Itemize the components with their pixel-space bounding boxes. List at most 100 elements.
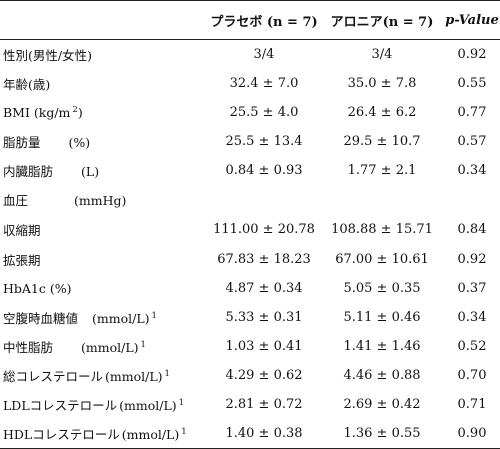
row-label-unit: (mmol/L) xyxy=(105,369,163,384)
row-label: 血圧 (mmHg) xyxy=(0,185,208,214)
row-label: 収縮期 xyxy=(0,214,208,244)
table-row: 空腹時血糖値 (mmol/L) 1 5.33 ± 0.31 5.11 ± 0.46 … xyxy=(0,303,500,332)
aronia-value xyxy=(320,185,444,214)
placebo-value xyxy=(208,185,320,214)
row-label-text: 内臓脂肪 xyxy=(3,164,54,179)
aronia-value: 3/4 xyxy=(371,47,393,62)
p-value: 0.34 xyxy=(457,163,487,178)
aronia-value: 5.11 ± 0.46 xyxy=(343,310,421,325)
row-label-sup: 1 xyxy=(164,369,170,379)
aronia-value: 29.5 ± 10.7 xyxy=(343,134,421,149)
row-label-unit: ) xyxy=(77,105,83,120)
table-row: 脂肪量 (%) 25.5 ± 13.4 29.5 ± 10.7 0.57 xyxy=(0,127,500,156)
table-row: HbA1c (%) 4.87 ± 0.34 5.05 ± 0.35 0.37 xyxy=(0,274,500,303)
row-label-sup: 1 xyxy=(181,427,187,437)
row-label-text: 中性脂肪 xyxy=(3,340,54,355)
p-value: 0.55 xyxy=(457,76,487,91)
placebo-value: 2.81 ± 0.72 xyxy=(225,397,303,412)
placebo-value: 25.5 ± 13.4 xyxy=(225,134,303,149)
row-label-sup: 2 xyxy=(72,105,78,115)
placebo-value: 5.33 ± 0.31 xyxy=(225,310,303,325)
row-label: 中性脂肪 (mmol/L) 1 xyxy=(0,332,208,361)
p-value: 0.77 xyxy=(457,105,487,120)
row-label-sup: 1 xyxy=(178,398,185,408)
table-row: 収縮期 111.00 ± 20.78 108.88 ± 15.71 0.84 xyxy=(0,214,500,244)
aronia-value: 35.0 ± 7.8 xyxy=(347,76,417,91)
header-row: プラセボ (n = 7) アロニア (n = 7) p-Value xyxy=(0,0,500,40)
header-pvalue: p-Value xyxy=(444,0,500,40)
row-label: 性別(男性/女性) xyxy=(0,40,208,70)
row-label-text: HbA1c (%) xyxy=(3,281,72,296)
row-label: HDLコレステロール (mmol/L) 1 xyxy=(0,419,208,449)
row-label-sup: 1 xyxy=(151,311,157,321)
row-label-text: 年齢(歳) xyxy=(3,77,51,92)
table-row: 血圧 (mmHg) xyxy=(0,185,500,214)
row-label-unit: (mmol/L) xyxy=(119,398,177,413)
placebo-value: 0.84 ± 0.93 xyxy=(225,163,303,178)
p-value: 0.90 xyxy=(444,419,500,449)
p-value: 0.70 xyxy=(457,368,487,383)
row-label: HbA1c (%) xyxy=(0,274,208,303)
row-label: BMI (kg/m 2) xyxy=(0,98,208,127)
table-row: 年齢(歳) 32.4 ± 7.0 35.0 ± 7.8 0.55 xyxy=(0,69,500,98)
placebo-value: 67.83 ± 18.23 xyxy=(217,251,311,267)
placebo-value: 25.5 ± 4.0 xyxy=(229,105,299,120)
placebo-value: 4.87 ± 0.34 xyxy=(225,281,303,296)
row-label-sup: 1 xyxy=(140,340,146,350)
table-row: 中性脂肪 (mmol/L) 1 1.03 ± 0.41 1.41 ± 1.46 0.… xyxy=(0,332,500,361)
aronia-value: 4.46 ± 0.88 xyxy=(343,368,421,383)
row-label: 拡張期 xyxy=(0,244,208,274)
row-label-text: HDLコレステロール xyxy=(3,427,120,442)
aronia-value: 67.00 ± 10.61 xyxy=(335,251,429,267)
p-value: 0.37 xyxy=(457,281,487,296)
row-label-text: 収縮期 xyxy=(3,222,41,238)
table-row: BMI (kg/m 2) 25.5 ± 4.0 26.4 ± 6.2 0.77 xyxy=(0,98,500,127)
row-label: 脂肪量 (%) xyxy=(0,127,208,156)
row-label: 総コレステロール (mmol/L) 1 xyxy=(0,361,208,390)
row-label-text: LDLコレステロール xyxy=(3,398,118,413)
table-row: LDLコレステロール (mmol/L) 1 2.81 ± 0.72 2.69 ± 0… xyxy=(0,390,500,419)
row-label-text: 血圧 xyxy=(3,193,29,208)
row-label-text: 空腹時血糖値 xyxy=(3,311,79,326)
placebo-value: 32.4 ± 7.0 xyxy=(229,76,299,91)
aronia-value: 108.88 ± 15.71 xyxy=(331,221,433,237)
row-label-text: 拡張期 xyxy=(3,252,41,268)
placebo-value: 1.40 ± 0.38 xyxy=(208,419,320,449)
header-placebo-n: (n = 7) xyxy=(266,14,318,30)
placebo-value: 111.00 ± 20.78 xyxy=(213,221,315,237)
row-label: LDLコレステロール (mmol/L) 1 xyxy=(0,390,208,419)
header-empty xyxy=(0,0,208,40)
p-value: 0.92 xyxy=(457,251,487,267)
placebo-value: 4.29 ± 0.62 xyxy=(225,368,303,383)
p-value: 0.52 xyxy=(457,339,487,354)
row-label-text: 脂肪量 xyxy=(3,135,41,150)
placebo-value: 3/4 xyxy=(253,47,275,62)
p-value: 0.84 xyxy=(457,221,487,237)
aronia-value: 1.36 ± 0.55 xyxy=(320,419,444,449)
aronia-value: 26.4 ± 6.2 xyxy=(347,105,417,120)
header-aronia-label: アロニア xyxy=(330,14,383,30)
row-label-unit: (mmol/L) xyxy=(92,311,150,326)
header-placebo: プラセボ (n = 7) xyxy=(208,0,320,40)
aronia-value: 2.69 ± 0.42 xyxy=(343,397,421,412)
row-label-unit: (mmol/L) xyxy=(121,427,180,442)
table-row: HDLコレステロール (mmol/L) 1 1.40 ± 0.38 1.36 ± 0… xyxy=(0,419,500,449)
table-row: 内臓脂肪 (L) 0.84 ± 0.93 1.77 ± 2.1 0.34 xyxy=(0,156,500,185)
aronia-value: 1.77 ± 2.1 xyxy=(347,163,417,178)
row-label: 年齢(歳) xyxy=(0,69,208,98)
p-value: 0.92 xyxy=(457,47,487,62)
row-label-text: BMI (kg/m xyxy=(3,105,71,120)
aronia-value: 1.41 ± 1.46 xyxy=(343,339,421,354)
row-label-unit: (mmol/L) xyxy=(81,340,139,355)
header-placebo-label: プラセボ xyxy=(210,14,263,30)
row-label: 内臓脂肪 (L) xyxy=(0,156,208,185)
p-value xyxy=(444,185,500,214)
p-value: 0.34 xyxy=(457,310,487,325)
aronia-value: 5.05 ± 0.35 xyxy=(343,281,421,296)
table-row: 総コレステロール (mmol/L) 1 4.29 ± 0.62 4.46 ± 0.8… xyxy=(0,361,500,390)
row-label-unit: (%) xyxy=(68,135,91,150)
table-row: 拡張期 67.83 ± 18.23 67.00 ± 10.61 0.92 xyxy=(0,244,500,274)
row-label-text: 総コレステロール xyxy=(3,369,104,384)
